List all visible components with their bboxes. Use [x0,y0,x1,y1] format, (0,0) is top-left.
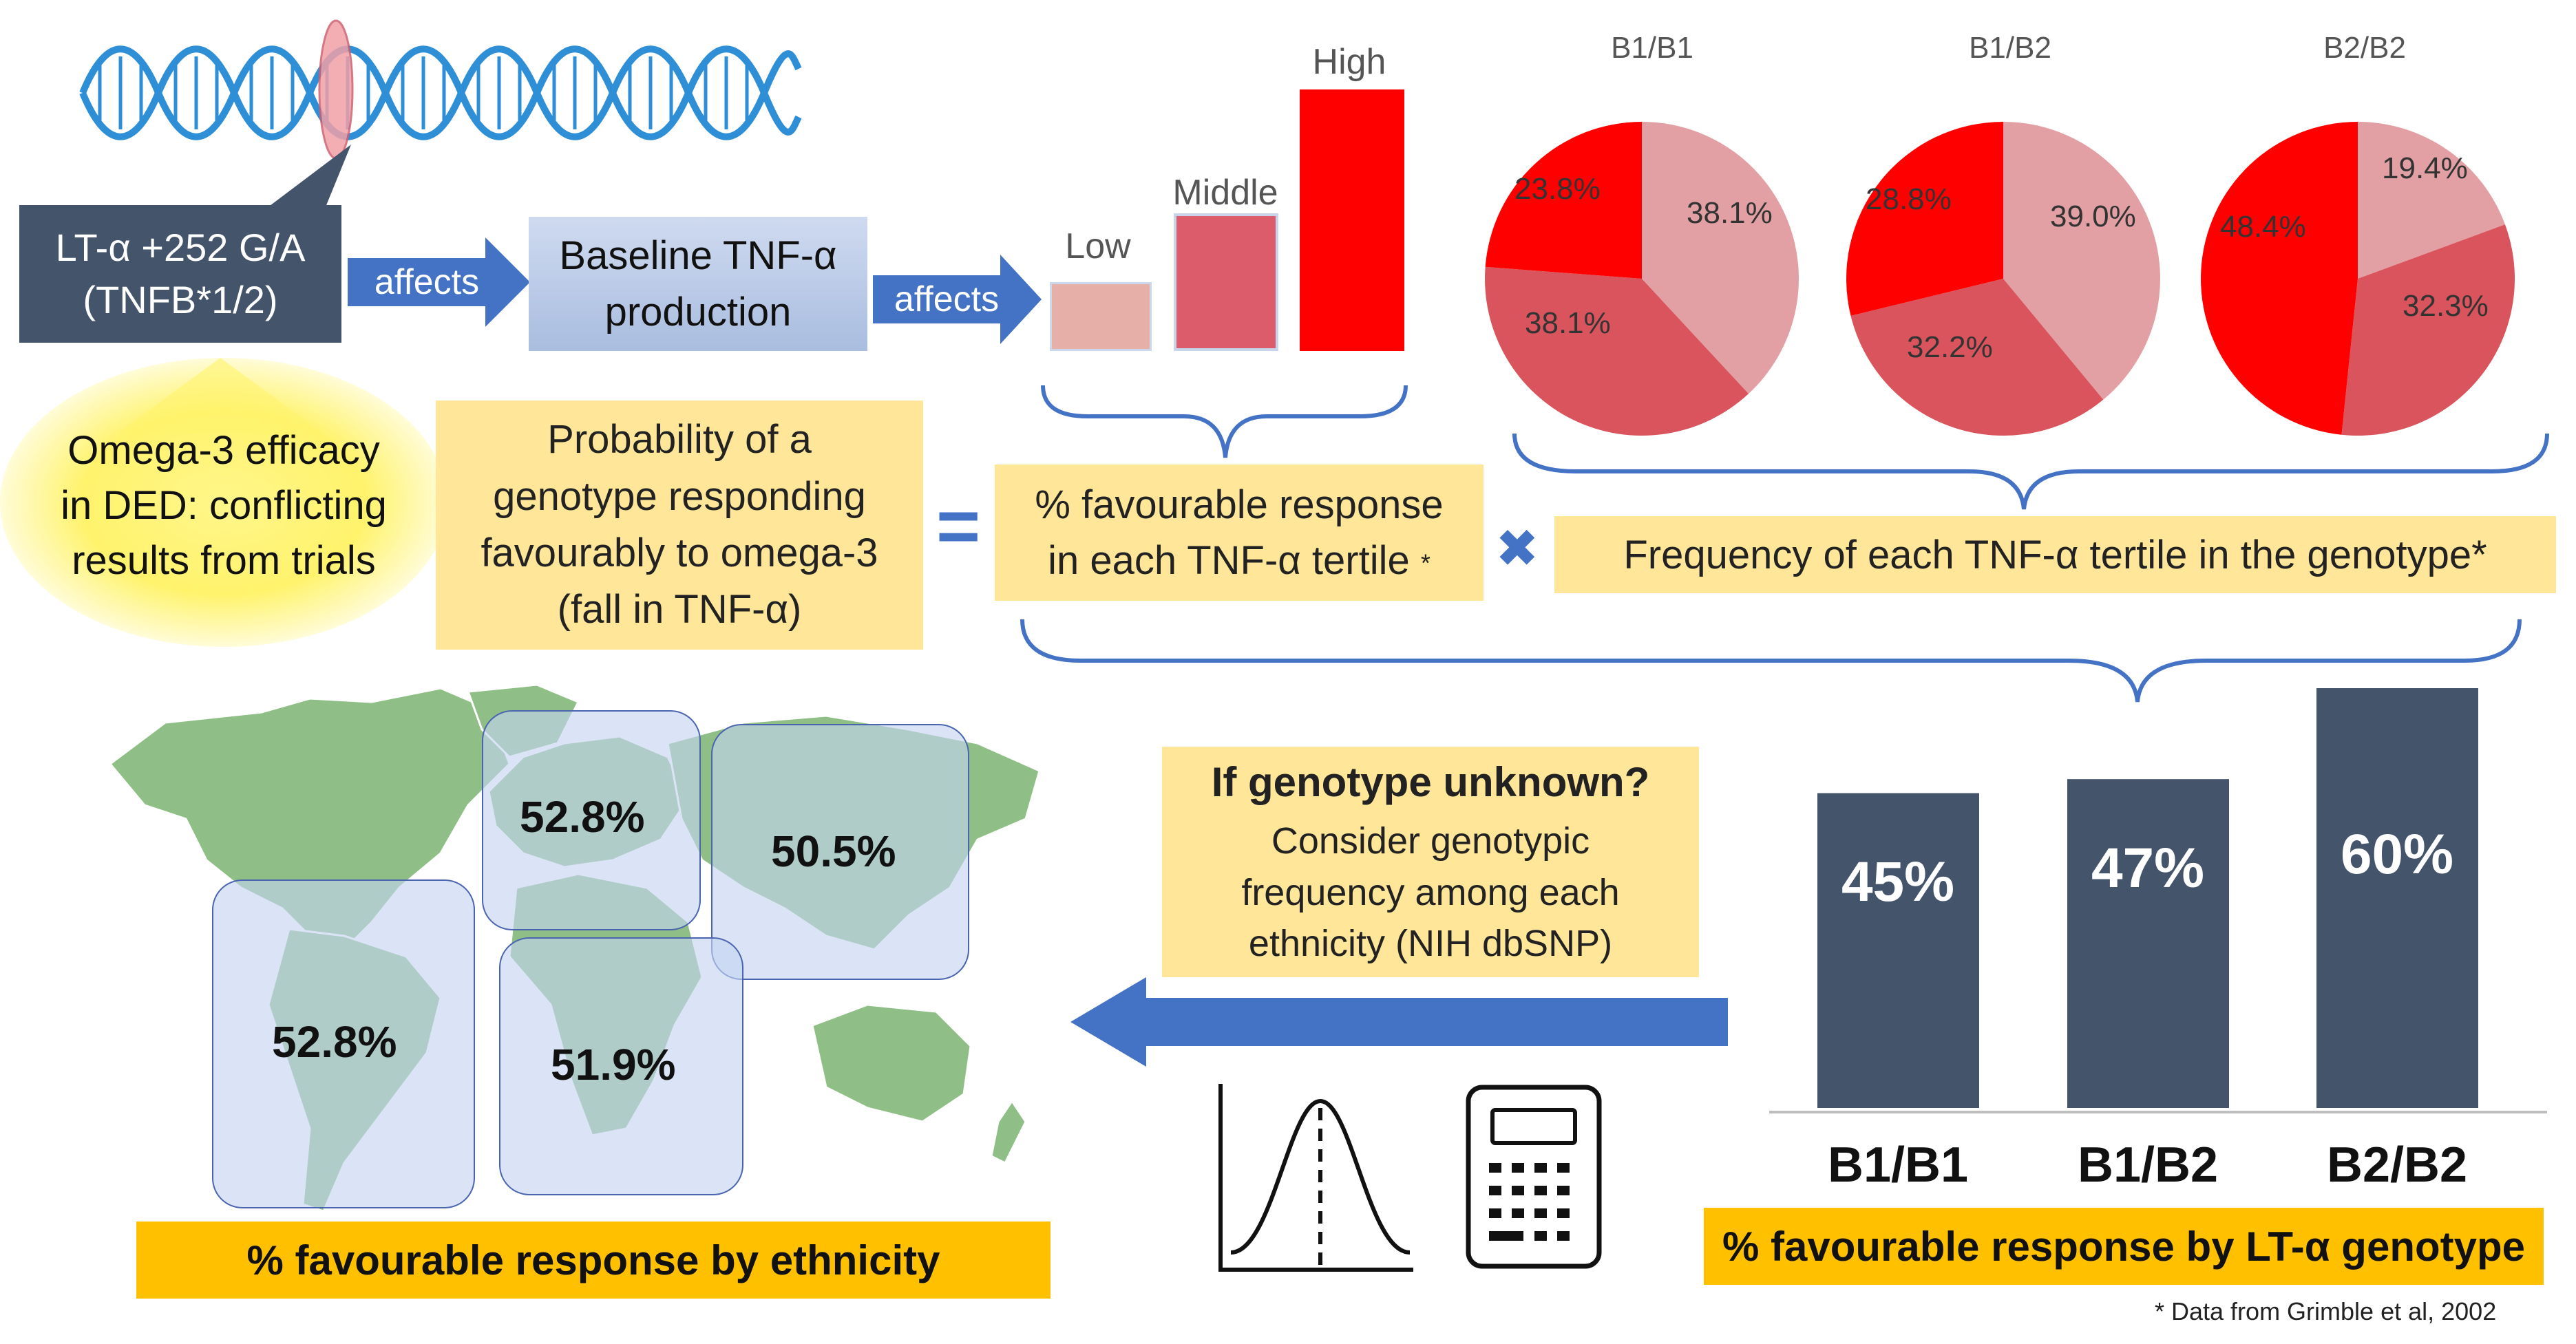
tertile-bar-low [1050,282,1152,351]
bar-b2b2 [2316,688,2478,1108]
bell-curve-icon [1218,1084,1413,1272]
region-box-europe [482,710,701,930]
pie-b1b2-slice-2 [1846,122,2003,316]
affects-arrow-1 [348,237,530,327]
pie-b1b1-slice-2 [1485,122,1642,279]
source-note: * Data from Grimble et al, 2002 [2155,1297,2497,1325]
omega-line2: in DED: conflicting [61,482,387,528]
new-zealand-shape [990,1099,1027,1165]
favourable-box: % favourable response in each TNF-α tert… [995,465,1484,601]
tertile-bar-high [1300,89,1404,351]
region-box-africa [499,937,743,1195]
tertile-bar-middle [1174,213,1278,351]
tertile-label-low: Low [1065,226,1131,266]
region-value-europe: 52.8% [520,792,645,842]
pie-charts [1485,122,2515,436]
pie-b2b2-slice-1 [2341,224,2515,436]
australia-shape [811,1003,972,1123]
pie-b1b1-slice-1 [1485,266,1749,436]
frequency-box: Frequency of each TNF-α tertile in the g… [1554,516,2556,593]
bar-value-b2b2: 60% [2340,823,2454,886]
pie-b1b2-label-light: 39.0% [2050,200,2136,233]
region-value-americas: 52.8% [272,1017,397,1067]
probability-line3: favourably to omega-3 [481,531,878,575]
omega-note: Omega-3 efficacy in DED: conflicting res… [28,420,420,592]
pie-b1b2-slice-0 [2003,122,2160,400]
genotype-caption: % favourable response by LT-α genotype [1704,1208,2544,1285]
region-box-americas [212,879,475,1208]
equals-symbol: = [936,484,981,568]
bar-category-b1b1: B1/B1 [1827,1138,1969,1193]
baseline-line2: production [604,289,792,334]
unknown-line1: Consider genotypic [1271,820,1590,862]
bar-category-b1b2: B1/B2 [2077,1138,2219,1193]
probability-line4: (fall in TNF-α) [557,587,802,632]
omega-glow-tip [117,358,324,434]
bar-category-b2b2: B2/B2 [2326,1138,2468,1193]
pie-b1b1-slice-0 [1642,122,1799,394]
calculator-icon [1466,1085,1602,1269]
pie-b2b2-slice-2 [2201,122,2358,435]
affects-arrow-2 [873,255,1042,344]
probability-box: Probability of a genotype responding fav… [436,401,923,650]
affects-label-1: affects [374,262,480,302]
pie-b1b2-label-mid: 32.2% [1907,330,1993,364]
bar-b1b2 [2067,779,2229,1108]
frequency-text: Frequency of each TNF-α tertile in the g… [1623,532,2487,577]
dna-helix-icon [79,19,802,160]
tertile-label-high: High [1312,42,1386,82]
tertile-label-middle: Middle [1172,173,1278,213]
north-america-shape [108,687,511,951]
pie-title-b1b1: B1/B1 [1611,31,1693,65]
unknown-line2: frequency among each [1241,871,1620,913]
ethnicity-caption: % favourable response by ethnicity [136,1222,1051,1299]
pie-b1b1-label-red: 23.8% [1514,172,1601,206]
braces [1020,385,2549,703]
pie-b1b1-label-mid: 38.1% [1525,306,1611,340]
pie-b2b2-label-light: 19.4% [2382,151,2468,185]
genotype-caption-text: % favourable response by LT-α genotype [1722,1223,2525,1270]
left-arrow [1070,977,1728,1067]
region-box-asia [711,724,969,980]
genotype-bar-chart [1769,688,2547,1113]
probability-line1: Probability of a [547,417,812,462]
unknown-line3: ethnicity (NIH dbSNP) [1248,923,1613,965]
bar-b1b1 [1817,793,1979,1108]
unknown-genotype-box: If genotype unknown? Consider genotypic … [1162,747,1699,977]
unknown-title: If genotype unknown? [1211,759,1650,806]
callout-pointer [262,145,351,212]
pie-b1b1-label-light: 38.1% [1687,196,1773,230]
pie-title-b1b2: B1/B2 [1969,31,2051,65]
baseline-line1: Baseline TNF-α [559,233,837,279]
genotype-box: LT-α +252 G/A (TNFB*1/2) [19,205,341,343]
ethnicity-caption-text: % favourable response by ethnicity [246,1237,940,1283]
genotype-line1: LT-α +252 G/A [55,226,306,270]
affects-label-2: affects [894,279,1000,319]
region-value-africa: 51.9% [551,1040,676,1089]
pie-b1b2-label-red: 28.8% [1866,182,1952,216]
pie-b1b2-slice-1 [1850,279,2104,436]
baseline-box: Baseline TNF-α production [529,217,867,351]
omega-line1: Omega-3 efficacy [67,427,380,473]
pie-title-b2b2: B2/B2 [2323,31,2406,65]
omega-line3: results from trials [72,538,376,584]
genotype-line2: (TNFB*1/2) [83,278,278,321]
pie-b2b2-slice-0 [2358,122,2505,279]
probability-line2: genotype responding [493,473,866,519]
times-symbol: ✖ [1495,520,1539,578]
region-value-asia: 50.5% [771,826,896,876]
bar-value-b1b1: 45% [1841,851,1955,913]
pie-b2b2-label-red: 48.4% [2220,210,2306,244]
bar-value-b1b2: 47% [2091,837,2205,899]
favourable-line2: in each TNF-α tertile * [1048,533,1430,588]
favourable-line1: % favourable response [1035,482,1444,527]
favourable-asterisk: * [1420,548,1430,577]
favourable-line2-text: in each TNF-α tertile [1048,538,1410,583]
pie-b2b2-label-mid: 32.3% [2403,289,2489,323]
